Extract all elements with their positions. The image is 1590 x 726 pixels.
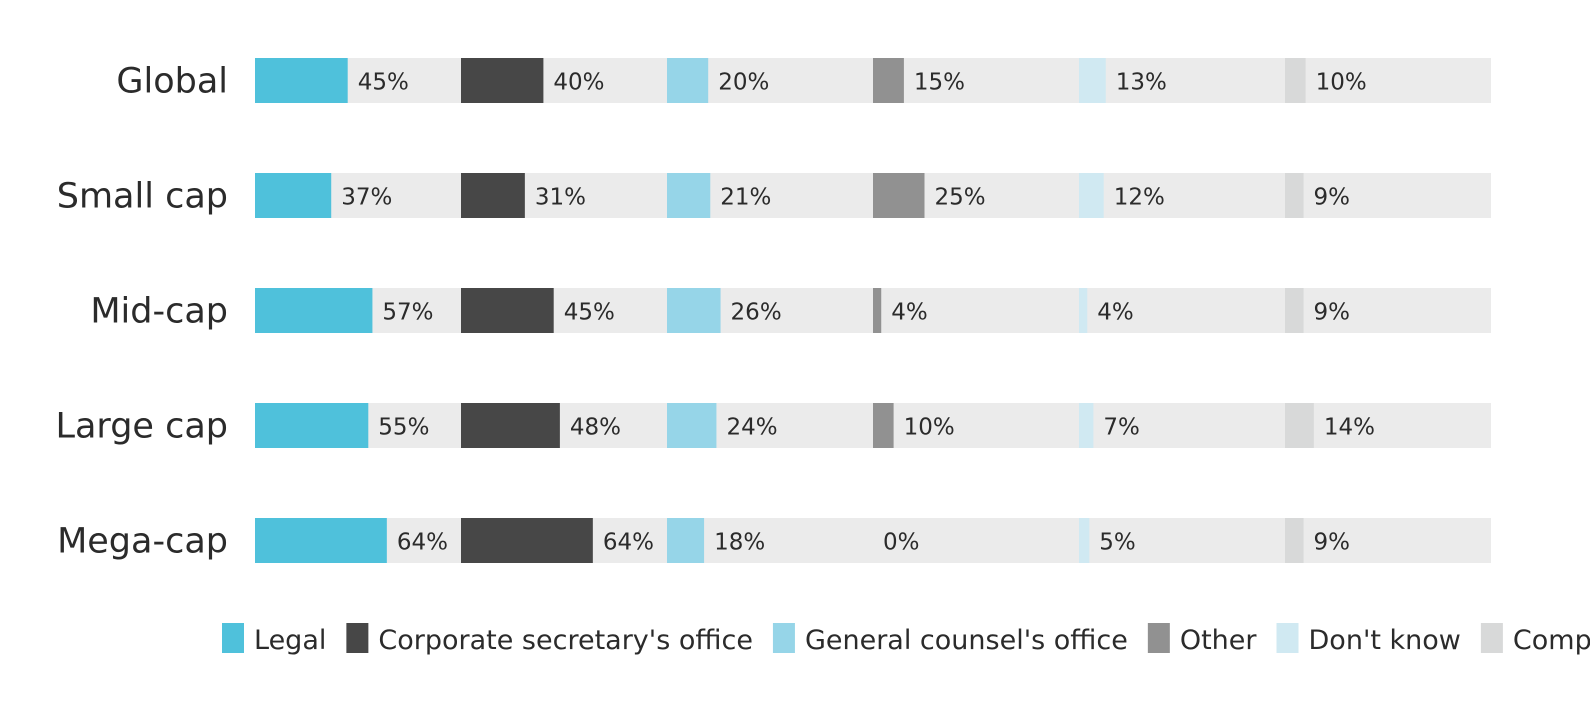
data-label-mid-cap-other: 4% (891, 300, 928, 326)
bar-track-mid-cap-don-t-know (1079, 288, 1285, 333)
bar-track-global-compliance (1285, 58, 1491, 103)
bar-small-cap-corporate-secretary-s-office (461, 173, 525, 218)
bar-mid-cap-don-t-know (1079, 288, 1088, 333)
data-label-global-other: 15% (914, 70, 965, 96)
legend-label-legal: Legal (254, 625, 326, 656)
bar-global-corporate-secretary-s-office (461, 58, 544, 103)
legend-label-other: Other (1180, 625, 1258, 656)
bar-small-cap-other (873, 173, 925, 218)
bar-large-cap-legal (255, 403, 369, 448)
legend-label-general-counsel-s-office: General counsel's office (805, 625, 1128, 656)
bar-global-other (873, 58, 904, 103)
data-label-large-cap-compliance: 14% (1324, 415, 1375, 441)
bar-small-cap-compliance (1285, 173, 1304, 218)
data-label-small-cap-general-counsel-s-office: 21% (720, 185, 771, 211)
data-label-large-cap-corporate-secretary-s-office: 48% (570, 415, 621, 441)
bar-track-large-cap-compliance (1285, 403, 1491, 448)
bar-large-cap-general-counsel-s-office (667, 403, 717, 448)
bar-mega-cap-don-t-know (1079, 518, 1090, 563)
bar-mid-cap-other (873, 288, 882, 333)
bar-track-mid-cap-compliance (1285, 288, 1491, 333)
legend-swatch-compliance (1480, 623, 1503, 653)
bar-small-cap-don-t-know (1079, 173, 1104, 218)
bar-mega-cap-corporate-secretary-s-office (461, 518, 593, 563)
bar-global-general-counsel-s-office (667, 58, 709, 103)
bar-track-large-cap-don-t-know (1079, 403, 1285, 448)
bar-track-global-don-t-know (1079, 58, 1285, 103)
data-label-mid-cap-corporate-secretary-s-office: 45% (564, 300, 615, 326)
data-label-mid-cap-compliance: 9% (1314, 300, 1351, 326)
data-label-small-cap-legal: 37% (341, 185, 392, 211)
bar-track-mid-cap-other (873, 288, 1079, 333)
bar-track-mega-cap-compliance (1285, 518, 1491, 563)
data-label-large-cap-other: 10% (904, 415, 955, 441)
legend-swatch-other (1147, 623, 1170, 653)
bar-track-mega-cap-don-t-know (1079, 518, 1285, 563)
category-label-large-cap: Large cap (55, 407, 228, 447)
data-label-global-compliance: 10% (1316, 70, 1367, 96)
data-label-mid-cap-don-t-know: 4% (1097, 300, 1134, 326)
legend-swatch-legal (222, 623, 244, 653)
data-label-large-cap-legal: 55% (378, 415, 429, 441)
data-label-small-cap-don-t-know: 12% (1114, 185, 1165, 211)
category-label-small-cap: Small cap (57, 177, 228, 217)
bar-global-legal (255, 58, 348, 103)
bar-mid-cap-compliance (1285, 288, 1304, 333)
data-label-small-cap-compliance: 9% (1314, 185, 1351, 211)
data-label-mega-cap-corporate-secretary-s-office: 64% (603, 530, 654, 556)
bar-large-cap-don-t-know (1079, 403, 1094, 448)
data-label-global-don-t-know: 13% (1116, 70, 1167, 96)
legend-swatch-don-t-know (1276, 623, 1299, 653)
data-label-mega-cap-compliance: 9% (1314, 530, 1351, 556)
bar-mid-cap-corporate-secretary-s-office (461, 288, 554, 333)
bar-small-cap-legal (255, 173, 332, 218)
bar-mega-cap-compliance (1285, 518, 1304, 563)
legend-swatch-corporate-secretary-s-office (346, 623, 369, 653)
data-label-global-legal: 45% (358, 70, 409, 96)
bar-global-don-t-know (1079, 58, 1106, 103)
data-label-global-general-counsel-s-office: 20% (718, 70, 769, 96)
bar-large-cap-other (873, 403, 894, 448)
bar-mega-cap-general-counsel-s-office (667, 518, 705, 563)
bar-global-compliance (1285, 58, 1306, 103)
bar-large-cap-corporate-secretary-s-office (461, 403, 560, 448)
data-label-large-cap-don-t-know: 7% (1103, 415, 1140, 441)
data-label-mega-cap-other: 0% (883, 530, 920, 556)
category-label-global: Global (116, 62, 228, 102)
data-label-small-cap-corporate-secretary-s-office: 31% (535, 185, 586, 211)
legend-label-don-t-know: Don't know (1309, 625, 1461, 656)
bar-track-large-cap-other (873, 403, 1079, 448)
legend-label-compliance: Compliance (1513, 625, 1590, 656)
bar-track-mega-cap-other (873, 518, 1079, 563)
bar-mega-cap-legal (255, 518, 387, 563)
bar-track-small-cap-don-t-know (1079, 173, 1285, 218)
data-label-mid-cap-legal: 57% (382, 300, 433, 326)
data-label-mega-cap-legal: 64% (397, 530, 448, 556)
data-label-global-corporate-secretary-s-office: 40% (553, 70, 604, 96)
bar-track-small-cap-compliance (1285, 173, 1491, 218)
bar-mid-cap-general-counsel-s-office (667, 288, 721, 333)
bar-mid-cap-legal (255, 288, 373, 333)
legend-swatch-general-counsel-s-office (772, 623, 795, 653)
data-label-large-cap-general-counsel-s-office: 24% (726, 415, 777, 441)
data-label-mid-cap-general-counsel-s-office: 26% (731, 300, 782, 326)
data-label-mega-cap-don-t-know: 5% (1099, 530, 1136, 556)
data-label-small-cap-other: 25% (935, 185, 986, 211)
category-label-mid-cap: Mid-cap (90, 292, 228, 332)
bar-track-global-other (873, 58, 1079, 103)
legend-label-corporate-secretary-s-office: Corporate secretary's office (378, 625, 753, 656)
bar-large-cap-compliance (1285, 403, 1314, 448)
category-label-mega-cap: Mega-cap (57, 522, 228, 562)
bar-small-cap-general-counsel-s-office (667, 173, 711, 218)
data-label-mega-cap-general-counsel-s-office: 18% (714, 530, 765, 556)
